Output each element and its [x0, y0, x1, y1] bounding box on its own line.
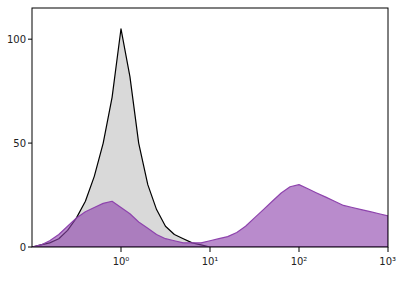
plot-area	[32, 29, 388, 247]
x-tick	[299, 247, 300, 252]
chart-root: 0 50 100 10⁰ 10¹ 10² 10³	[0, 0, 400, 285]
y-tick-label: 100	[7, 34, 26, 45]
x-tick-label: 10⁰	[113, 256, 130, 267]
chart: 0 50 100 10⁰ 10¹ 10² 10³	[0, 0, 400, 285]
x-tick	[388, 247, 389, 252]
x-tick	[121, 247, 122, 252]
x-tick-label: 10²	[291, 256, 308, 267]
histogram-area	[32, 29, 388, 247]
y-tick	[28, 143, 32, 144]
y-tick	[28, 247, 32, 248]
y-tick-label: 0	[20, 242, 26, 253]
plot-frame	[32, 8, 388, 247]
x-tick	[210, 247, 211, 252]
y-tick-label: 50	[13, 138, 26, 149]
x-tick-label: 10³	[379, 256, 396, 267]
histogram-area	[32, 185, 388, 247]
x-tick-label: 10¹	[202, 256, 219, 267]
y-tick	[28, 39, 32, 40]
